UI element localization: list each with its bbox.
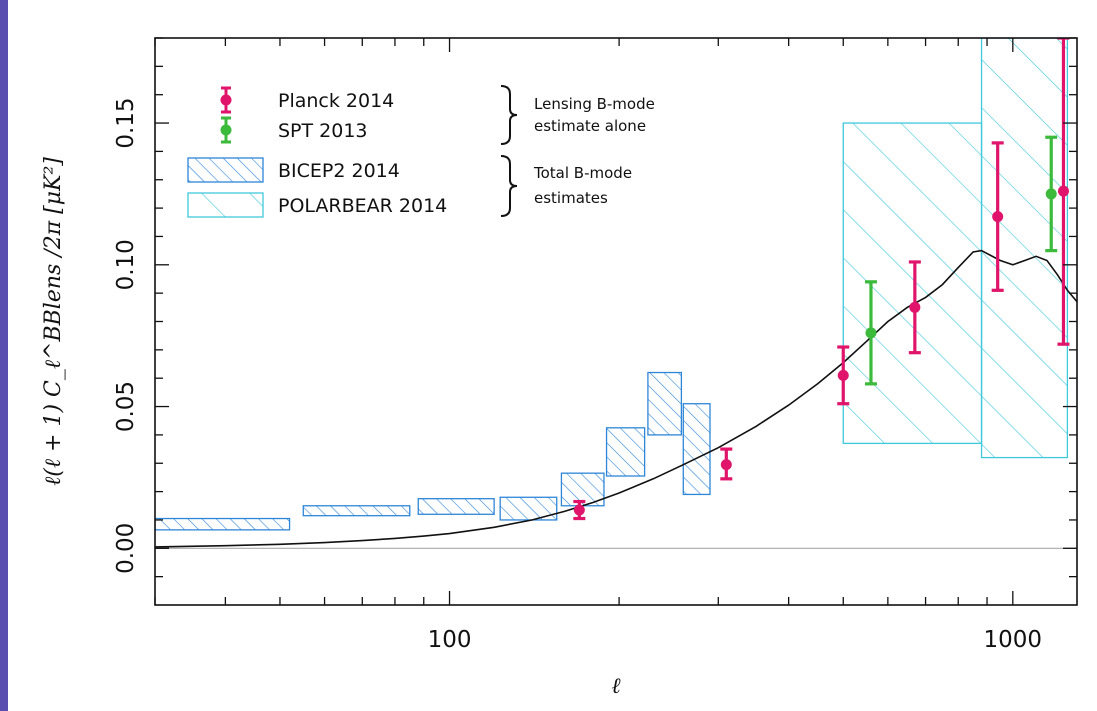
- x-axis-label: ℓ: [611, 674, 621, 699]
- x-tick-label: 100: [428, 627, 472, 653]
- legend-label-bicep2: BICEP2 2014: [278, 160, 400, 182]
- planck-point-3: [837, 345, 850, 406]
- theory-curve: [155, 249, 1077, 548]
- brace-note-2-line-1: Total B-mode: [533, 164, 632, 182]
- legend-label-planck: Planck 2014: [278, 90, 394, 112]
- spt-point-2: [1045, 135, 1058, 253]
- bicep2-box-4: [499, 496, 558, 521]
- planck-point-5: [991, 141, 1004, 292]
- brace-note-1-line-1: Lensing B-mode: [534, 95, 655, 113]
- brace-note-2-line-2: estimates: [534, 189, 608, 207]
- bicep2-box-7: [647, 371, 683, 436]
- x-tick-label: 1000: [984, 627, 1043, 653]
- brace-total: [500, 155, 518, 217]
- bb-lensing-chart: 0.00 0.05 0.10 0.15 100 1000 ℓ ℓ(ℓ + 1) C_ℓ^BBl…: [41, 37, 1078, 699]
- legend-marker-spt: [220, 124, 232, 136]
- legend-swatch-bicep2: [187, 157, 264, 183]
- planck-marker-6: [1057, 185, 1069, 197]
- bicep2-box-1: [155, 517, 291, 531]
- y-tick-label: 0.00: [113, 523, 139, 574]
- legend-item-polarbear: POLARBEAR 2014: [187, 192, 447, 218]
- legend-label-polarbear: POLARBEAR 2014: [278, 195, 447, 217]
- chart-frame: 0.00 0.05 0.10 0.15 100 1000 ℓ ℓ(ℓ + 1) C_ℓ^BBl…: [8, 0, 1097, 711]
- legend-item-spt: SPT 2013: [220, 116, 368, 144]
- bicep2-box-6: [605, 427, 646, 477]
- y-tick-label: 0.10: [113, 239, 139, 290]
- polarbear-box-2: [980, 38, 1069, 459]
- legend-label-spt: SPT 2013: [278, 120, 368, 142]
- planck-point-1: [573, 499, 586, 521]
- planck-marker-2: [720, 459, 732, 471]
- planck-marker-3: [837, 369, 849, 381]
- legend-item-bicep2: BICEP2 2014: [187, 157, 400, 183]
- planck-point-4: [908, 260, 921, 355]
- brace-note-1-line-2: estimate alone: [534, 117, 646, 135]
- y-tick-label: 0.15: [113, 97, 139, 148]
- y-axis-label: ℓ(ℓ + 1) C_ℓ^BBlens /2π [μK²]: [41, 157, 66, 486]
- planck-marker-1: [573, 504, 585, 516]
- y-tick-label: 0.05: [113, 381, 139, 432]
- brace-lensing: [500, 85, 518, 145]
- planck-marker-4: [909, 301, 921, 313]
- legend-item-planck: Planck 2014: [220, 86, 394, 114]
- spt-marker-2: [1045, 188, 1057, 200]
- planck-marker-5: [992, 211, 1004, 223]
- bicep2-box-2: [302, 505, 411, 517]
- bicep2-box-8: [682, 403, 711, 496]
- bicep2-box-3: [417, 498, 495, 515]
- spt-point-1: [864, 280, 877, 386]
- legend-swatch-polarbear: [187, 192, 264, 218]
- polarbear-box-1: [842, 122, 983, 445]
- legend-marker-planck: [220, 94, 232, 106]
- planck-point-2: [720, 447, 733, 481]
- planck-point-6: [1057, 38, 1070, 346]
- spt-marker-1: [865, 327, 877, 339]
